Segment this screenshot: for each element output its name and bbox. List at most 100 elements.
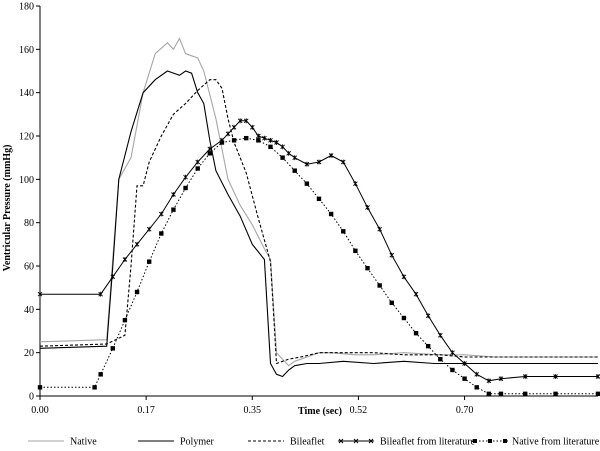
data-point: [450, 367, 455, 373]
data-point: [37, 385, 43, 390]
data-point: [183, 185, 188, 191]
data-point: [553, 374, 558, 379]
data-point: [328, 211, 334, 217]
data-point: [37, 291, 43, 297]
data-point: [389, 300, 394, 306]
data-point: [389, 252, 395, 258]
y-tick-label: 0: [29, 392, 34, 403]
data-point: [92, 385, 97, 390]
series-line: [39, 70, 598, 378]
series-line: [40, 120, 598, 382]
series-line: [39, 37, 598, 367]
data-point: [316, 159, 322, 165]
series-line: [40, 137, 598, 395]
x-tick-label: 0.52: [350, 405, 368, 416]
data-point: [195, 166, 200, 171]
series-native: [39, 37, 598, 367]
data-point: [171, 207, 176, 212]
data-point: [523, 391, 528, 397]
x-tick-label: 0.17: [137, 405, 155, 416]
x-ticks: 0.00 0.17 0.35 0.52 0.70: [31, 396, 473, 416]
legend-marker: [368, 438, 374, 444]
data-point: [249, 124, 255, 130]
data-point: [304, 161, 310, 167]
y-ticks: 0 20 40 60 80 100 120 140 160 180: [19, 2, 40, 403]
legend-marker: [488, 439, 492, 443]
data-point: [207, 151, 213, 156]
data-point: [365, 205, 370, 210]
data-point: [340, 159, 346, 165]
axes: [39, 6, 598, 397]
data-point: [595, 374, 600, 379]
data-point: [353, 248, 358, 254]
data-point: [286, 150, 291, 156]
data-point: [486, 391, 492, 397]
series-polymer: [39, 70, 598, 378]
data-point: [243, 118, 249, 124]
legend-item: Native from literature: [472, 437, 600, 448]
legend-label: Bileaflet from literature: [380, 437, 476, 448]
data-point: [498, 376, 504, 382]
data-point: [522, 374, 528, 379]
data-point: [159, 231, 164, 236]
legend-marker: [473, 439, 477, 443]
x-tick-label: 0.00: [31, 405, 49, 416]
data-point: [377, 226, 382, 232]
data-point: [274, 140, 279, 145]
legend-label: Native: [70, 437, 97, 448]
data-point: [474, 371, 480, 377]
series-bileaflet: [39, 79, 598, 365]
data-point: [231, 138, 237, 143]
legend-item: Polymer: [138, 437, 215, 448]
data-point: [316, 196, 322, 202]
y-tick-label: 60: [24, 262, 34, 273]
data-point: [195, 159, 201, 165]
data-point: [450, 350, 455, 356]
data-point: [328, 153, 334, 158]
data-point: [237, 118, 243, 124]
data-point: [553, 391, 558, 397]
y-axis-label: Ventricular Pressure (mmHg): [2, 145, 13, 272]
data-point: [122, 257, 128, 262]
data-point: [268, 137, 273, 143]
data-point: [438, 356, 443, 362]
data-point: [256, 138, 261, 143]
data-point: [425, 313, 431, 319]
y-tick-label: 80: [24, 218, 34, 229]
data-point: [292, 168, 297, 173]
y-tick-label: 20: [24, 348, 34, 359]
data-point: [292, 155, 298, 161]
data-point: [304, 181, 310, 186]
y-tick-label: 180: [19, 2, 34, 13]
data-point: [280, 144, 285, 150]
series-native-from-literature: [37, 135, 600, 397]
data-point: [134, 241, 140, 247]
series-layer: [37, 37, 600, 397]
data-point: [134, 289, 140, 295]
data-point: [146, 226, 152, 232]
y-tick-label: 40: [24, 305, 34, 316]
data-point: [219, 140, 225, 145]
legend-item: Bileaflet from literature: [338, 437, 476, 448]
y-tick-label: 160: [19, 45, 34, 56]
data-point: [413, 330, 419, 336]
data-point: [244, 135, 249, 141]
data-point: [413, 291, 419, 297]
data-point: [401, 315, 407, 321]
data-point: [462, 361, 467, 366]
data-point: [110, 346, 115, 351]
data-point: [474, 385, 479, 390]
y-axis-title: Ventricular Pressure (mmHg): [2, 145, 13, 272]
data-point: [171, 192, 176, 197]
legend-marker: [338, 438, 344, 444]
data-point: [365, 265, 370, 271]
series-line: [39, 79, 598, 365]
data-point: [401, 274, 407, 280]
data-point: [341, 229, 346, 234]
data-point: [207, 146, 213, 152]
y-tick-label: 100: [19, 175, 34, 186]
x-tick-label: 0.70: [456, 405, 474, 416]
data-point: [353, 181, 358, 187]
data-point: [498, 391, 504, 397]
